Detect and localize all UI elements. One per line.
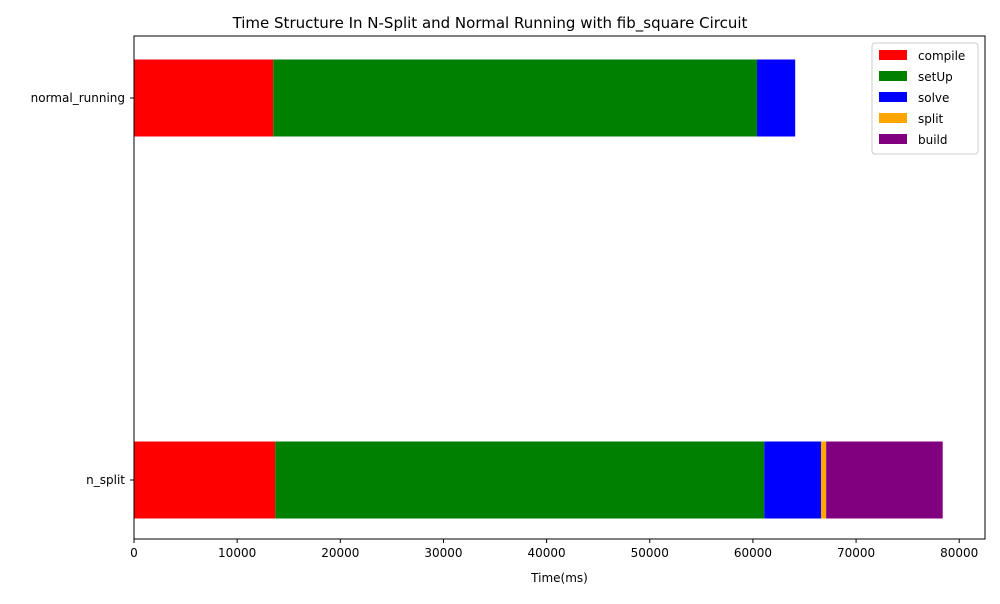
legend-swatch-compile — [879, 50, 907, 60]
bar-n_split-setUp — [275, 441, 765, 519]
legend-swatch-solve — [879, 92, 907, 102]
bar-n_split-solve — [764, 441, 821, 519]
y-axis-ticks: normal_running n_split — [31, 91, 134, 487]
x-tick-label: 70000 — [837, 546, 875, 560]
legend-swatch-setUp — [879, 71, 907, 81]
legend: compile setUp solve split build — [871, 42, 979, 155]
x-tick-label: 10000 — [218, 546, 256, 560]
legend-swatch-build — [879, 134, 907, 144]
legend-swatch-split — [879, 113, 907, 123]
x-tick-label: 50000 — [631, 546, 669, 560]
x-axis-ticks: 0 10000 20000 30000 40000 50000 60000 70000 8000… — [130, 539, 978, 560]
x-tick-label: 80000 — [940, 546, 978, 560]
bar-n_split-split — [820, 441, 827, 519]
bar-normal_running-solve — [757, 59, 796, 137]
x-tick-label: 60000 — [734, 546, 772, 560]
x-tick-label: 30000 — [424, 546, 462, 560]
bar-n_split-build — [826, 441, 943, 519]
x-axis-label: Time(ms) — [530, 571, 588, 585]
bar-n_split-compile — [134, 441, 276, 519]
legend-label-solve: solve — [918, 91, 949, 105]
legend-label-compile: compile — [918, 49, 965, 63]
legend-label-build: build — [918, 133, 948, 147]
bars-group — [134, 59, 943, 519]
y-tick-label-n_split: n_split — [86, 473, 125, 487]
y-tick-label-normal_running: normal_running — [31, 91, 125, 105]
plot-frame — [133, 35, 986, 540]
legend-box — [871, 42, 979, 155]
chart-title: Time Structure In N-Split and Normal Run… — [232, 14, 748, 33]
bar-normal_running-compile — [134, 59, 274, 137]
legend-label-setUp: setUp — [918, 70, 953, 84]
x-tick-label: 0 — [130, 546, 138, 560]
legend-label-split: split — [918, 112, 944, 126]
x-tick-label: 40000 — [528, 546, 566, 560]
x-tick-label: 20000 — [321, 546, 359, 560]
bar-normal_running-setUp — [273, 59, 758, 137]
